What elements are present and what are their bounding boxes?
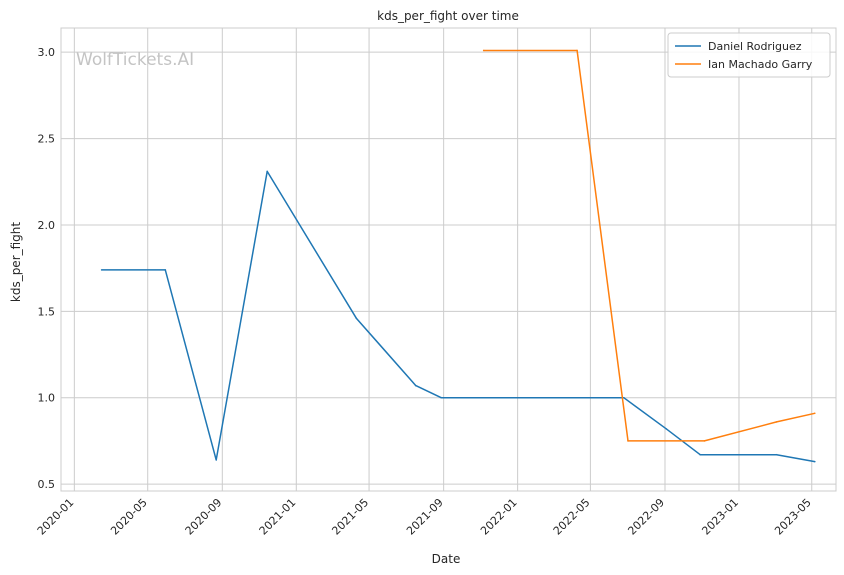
data-point-daniel-rodriguez (813, 460, 816, 463)
grid (61, 28, 836, 491)
data-point-daniel-rodriguez (775, 453, 778, 456)
data-point-ian-machado-garry (775, 421, 778, 423)
legend-label-daniel-rodriguez: Daniel Rodriguez (708, 40, 802, 53)
series-line-ian-machado-garry (483, 49, 815, 442)
y-tick-label: 1.5 (38, 305, 56, 318)
x-tick-label: 2021-01 (257, 496, 299, 538)
x-tick-label: 2020-09 (183, 496, 225, 538)
x-tick-label: 2022-09 (625, 496, 667, 538)
data-point-daniel-rodriguez (414, 384, 417, 387)
data-point-daniel-rodriguez (440, 396, 443, 399)
data-point-daniel-rodriguez (215, 459, 218, 461)
data-point-ian-machado-garry (703, 440, 706, 442)
data-point-daniel-rodriguez (164, 269, 167, 271)
data-point-ian-machado-garry (813, 412, 816, 415)
legend-box (667, 32, 831, 78)
data-point-daniel-rodriguez (699, 453, 701, 456)
x-tick-label: 2020-05 (108, 496, 150, 538)
x-tick-label: 2023-05 (772, 496, 814, 538)
y-tick-label: 0.5 (38, 478, 56, 491)
series-line-daniel-rodriguez (101, 170, 815, 463)
watermark: WolfTickets.AI (76, 50, 194, 70)
data-point-daniel-rodriguez (622, 396, 625, 399)
legend: Daniel Rodriguez Ian Machado Garry (667, 32, 831, 78)
y-axis-label: kds_per_fight (9, 222, 23, 303)
x-tick-label: 2022-01 (478, 496, 520, 538)
y-tick-label: 3.0 (38, 46, 56, 59)
data-point-ian-machado-garry (576, 49, 578, 52)
data-point-daniel-rodriguez (355, 317, 358, 320)
y-ticks: 0.5 1.0 1.5 2.0 2.5 3.0 (38, 46, 56, 491)
chart-title: kds_per_fight over time (377, 9, 519, 23)
data-point-daniel-rodriguez (266, 170, 268, 173)
legend-label-ian-machado-garry: Ian Machado Garry (708, 58, 813, 71)
data-point-daniel-rodriguez (665, 428, 668, 430)
x-tick-label: 2021-05 (329, 496, 371, 538)
plot-area (60, 27, 837, 492)
data-point-daniel-rodriguez (100, 269, 103, 271)
data-point-ian-machado-garry (627, 440, 629, 442)
x-tick-label: 2023-01 (699, 496, 741, 538)
x-tick-label: 2020-01 (35, 496, 77, 538)
series (100, 49, 816, 463)
x-ticks: 2020-01 2020-05 2020-09 2021-01 2021-05 2021-… (35, 496, 814, 538)
y-tick-label: 2.0 (38, 219, 56, 232)
x-tick-label: 2022-05 (551, 496, 593, 538)
x-axis-label: Date (432, 552, 461, 566)
y-tick-label: 1.0 (38, 392, 56, 405)
x-tick-label: 2021-09 (404, 496, 446, 538)
data-point-ian-machado-garry (482, 49, 485, 52)
y-tick-label: 2.5 (38, 133, 56, 146)
